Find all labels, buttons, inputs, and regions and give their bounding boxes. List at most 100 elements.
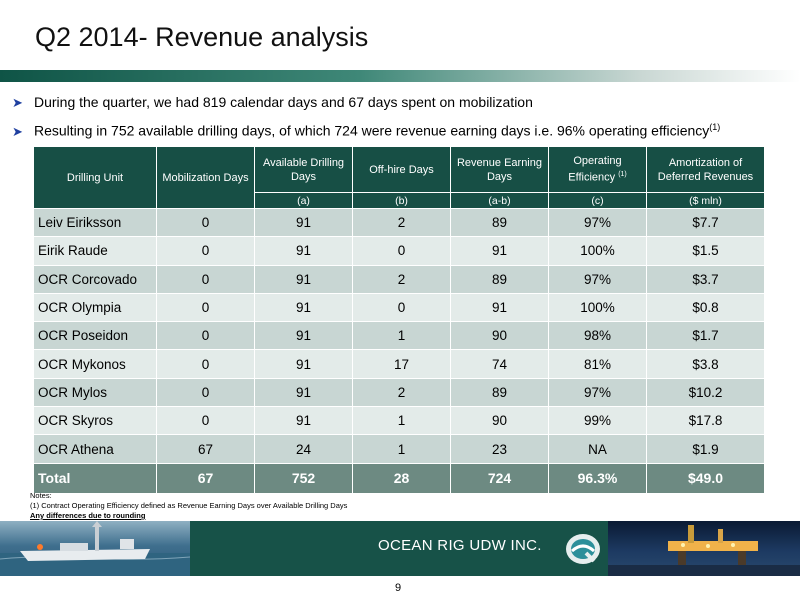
cell-unit: Total (33, 462, 157, 494)
header-available-days: Available Drilling Days (254, 146, 353, 193)
cell-available: 91 (254, 349, 353, 379)
cell-amortization: $0.8 (646, 292, 765, 323)
cell-mobilization: 67 (156, 462, 255, 494)
cell-mobilization: 0 (156, 377, 255, 408)
table-row: OCR Mykonos 0 91 17 74 81% $3.8 (33, 349, 765, 379)
cell-revenue-earning: 91 (450, 292, 549, 323)
cell-available: 91 (254, 264, 353, 294)
subheader-a-b: (a-b) (450, 192, 549, 209)
table-row: Leiv Eiriksson 0 91 2 89 97% $7.7 (33, 207, 765, 238)
cell-efficiency: 98% (548, 321, 647, 351)
bullet-mobilization: ➤ During the quarter, we had 819 calendar… (12, 94, 533, 111)
cell-unit: OCR Mylos (33, 377, 157, 408)
table-row: OCR Athena 67 24 1 23 NA $1.9 (33, 434, 765, 464)
cell-efficiency: 97% (548, 264, 647, 294)
cell-efficiency: 96.3% (548, 462, 647, 494)
cell-available: 91 (254, 321, 353, 351)
arrow-bullet-icon: ➤ (12, 123, 23, 139)
cell-unit: Eirik Raude (33, 236, 157, 266)
cell-efficiency: 100% (548, 236, 647, 266)
cell-mobilization: 0 (156, 292, 255, 323)
cell-amortization: $7.7 (646, 207, 765, 238)
table-row: OCR Olympia 0 91 0 91 100% $0.8 (33, 292, 765, 323)
cell-available: 91 (254, 236, 353, 266)
header-amortization: Amortization of Deferred Revenues (646, 146, 765, 193)
bullet-text: Resulting in 752 available drilling days… (34, 122, 710, 139)
cell-offhire: 1 (352, 321, 451, 351)
cell-unit: OCR Athena (33, 434, 157, 464)
cell-mobilization: 0 (156, 406, 255, 436)
cell-offhire: 1 (352, 406, 451, 436)
subheader-a: (a) (254, 192, 353, 209)
cell-efficiency: 97% (548, 207, 647, 238)
cell-mobilization: 0 (156, 321, 255, 351)
cell-unit: OCR Poseidon (33, 321, 157, 351)
notes-rounding: Any differences due to rounding (30, 511, 146, 520)
company-name: OCEAN RIG UDW INC. (378, 537, 542, 554)
cell-revenue-earning: 74 (450, 349, 549, 379)
header-revenue-earning-days: Revenue Earning Days (450, 146, 549, 193)
cell-available: 91 (254, 292, 353, 323)
cell-offhire: 2 (352, 264, 451, 294)
cell-offhire: 0 (352, 292, 451, 323)
cell-amortization: $17.8 (646, 406, 765, 436)
notes-footnote-1: (1) Contract Operating Efficiency define… (30, 501, 348, 510)
footer-banner: OCEAN RIG UDW INC. (0, 521, 800, 576)
header-efficiency-footnote: (1) (618, 171, 627, 179)
cell-amortization: $10.2 (646, 377, 765, 408)
cell-unit: Leiv Eiriksson (33, 207, 157, 238)
page-number: 9 (395, 582, 402, 594)
cell-revenue-earning: 89 (450, 377, 549, 408)
cell-offhire: 28 (352, 462, 451, 494)
cell-revenue-earning: 89 (450, 207, 549, 238)
cell-efficiency: 97% (548, 377, 647, 408)
cell-offhire: 2 (352, 207, 451, 238)
cell-efficiency: 81% (548, 349, 647, 379)
subheader-mln: ($ mln) (646, 192, 765, 209)
cell-revenue-earning: 23 (450, 434, 549, 464)
subheader-b: (b) (352, 192, 451, 209)
title-gradient-bar (0, 70, 800, 82)
header-offhire-days: Off-hire Days (352, 146, 451, 193)
drillship-photo (0, 521, 190, 576)
cell-revenue-earning: 90 (450, 406, 549, 436)
cell-amortization: $49.0 (646, 462, 765, 494)
cell-amortization: $1.5 (646, 236, 765, 266)
cell-offhire: 1 (352, 434, 451, 464)
page-title: Q2 2014- Revenue analysis (35, 22, 369, 52)
table-header-row: Drilling Unit Mobilization Days Availabl… (33, 146, 765, 209)
bullet-text: During the quarter, we had 819 calendar … (34, 94, 533, 110)
cell-mobilization: 0 (156, 349, 255, 379)
table-row: OCR Poseidon 0 91 1 90 98% $1.7 (33, 321, 765, 351)
cell-amortization: $3.7 (646, 264, 765, 294)
table-row: OCR Corcovado 0 91 2 89 97% $3.7 (33, 264, 765, 294)
table-total-row: Total 67 752 28 724 96.3% $49.0 (33, 462, 765, 494)
bullet-efficiency: ➤ Resulting in 752 available drilling day… (12, 122, 720, 140)
header-mobilization-days: Mobilization Days (156, 146, 255, 209)
cell-available: 24 (254, 434, 353, 464)
cell-revenue-earning: 724 (450, 462, 549, 494)
table-row: Eirik Raude 0 91 0 91 100% $1.5 (33, 236, 765, 266)
cell-efficiency: 99% (548, 406, 647, 436)
cell-amortization: $1.9 (646, 434, 765, 464)
cell-amortization: $3.8 (646, 349, 765, 379)
cell-unit: OCR Corcovado (33, 264, 157, 294)
cell-unit: OCR Olympia (33, 292, 157, 323)
cell-available: 91 (254, 406, 353, 436)
cell-revenue-earning: 90 (450, 321, 549, 351)
cell-mobilization: 0 (156, 264, 255, 294)
revenue-table: Drilling Unit Mobilization Days Availabl… (33, 146, 765, 494)
table-subheader-row: (a) (b) (a-b) (c) ($ mln) (34, 192, 765, 209)
cell-mobilization: 0 (156, 207, 255, 238)
cell-unit: OCR Mykonos (33, 349, 157, 379)
offshore-rig-photo (608, 521, 800, 576)
cell-offhire: 17 (352, 349, 451, 379)
cell-available: 91 (254, 377, 353, 408)
cell-available: 91 (254, 207, 353, 238)
header-operating-efficiency-label: Operating Efficiency (568, 155, 622, 184)
cell-offhire: 2 (352, 377, 451, 408)
notes-heading: Notes: (30, 491, 52, 500)
bullet-footnote: (1) (709, 122, 721, 132)
cell-unit: OCR Skyros (33, 406, 157, 436)
ocean-rig-logo-icon (564, 531, 602, 567)
